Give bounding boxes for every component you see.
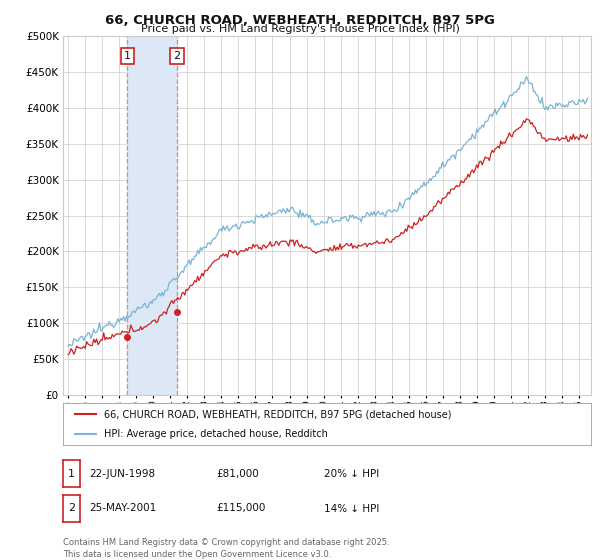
Text: Price paid vs. HM Land Registry's House Price Index (HPI): Price paid vs. HM Land Registry's House …: [140, 24, 460, 34]
Text: 66, CHURCH ROAD, WEBHEATH, REDDITCH, B97 5PG: 66, CHURCH ROAD, WEBHEATH, REDDITCH, B97…: [105, 14, 495, 27]
Text: 20% ↓ HPI: 20% ↓ HPI: [324, 469, 379, 479]
Text: 1: 1: [124, 51, 131, 60]
Text: £115,000: £115,000: [216, 503, 265, 514]
Text: 1: 1: [68, 469, 75, 479]
Text: HPI: Average price, detached house, Redditch: HPI: Average price, detached house, Redd…: [104, 430, 328, 439]
Text: 14% ↓ HPI: 14% ↓ HPI: [324, 503, 379, 514]
Text: 2: 2: [173, 51, 181, 60]
Text: 25-MAY-2001: 25-MAY-2001: [89, 503, 156, 514]
Text: 66, CHURCH ROAD, WEBHEATH, REDDITCH, B97 5PG (detached house): 66, CHURCH ROAD, WEBHEATH, REDDITCH, B97…: [104, 409, 452, 419]
Text: 22-JUN-1998: 22-JUN-1998: [89, 469, 155, 479]
Text: Contains HM Land Registry data © Crown copyright and database right 2025.
This d: Contains HM Land Registry data © Crown c…: [63, 538, 389, 559]
Text: 2: 2: [68, 503, 75, 514]
Text: £81,000: £81,000: [216, 469, 259, 479]
Bar: [127, 36, 177, 395]
